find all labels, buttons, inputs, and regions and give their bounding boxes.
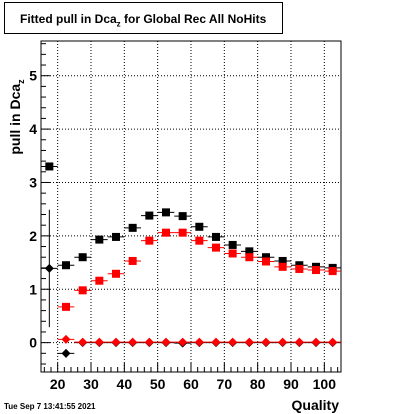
square-marker — [112, 269, 120, 278]
diamond-marker — [328, 337, 338, 347]
y-tick-label: 1 — [29, 281, 37, 297]
square-marker — [328, 267, 337, 276]
square-marker — [162, 228, 170, 237]
chart-title: Fitted pull in Dcaz for Global Rec All N… — [20, 12, 266, 28]
square-marker — [62, 261, 70, 270]
square-marker — [212, 243, 220, 252]
diamond-marker — [228, 337, 238, 347]
square-marker — [195, 222, 204, 231]
square-marker — [128, 256, 137, 265]
square-marker — [312, 266, 320, 275]
diamond-marker — [244, 337, 254, 347]
square-marker — [62, 302, 70, 311]
y-tick-label: 5 — [29, 68, 37, 84]
diamond-marker — [211, 337, 221, 347]
x-tick-label: 70 — [217, 376, 233, 392]
data-markers — [41, 162, 341, 358]
y-axis-title: pull in Dcaz — [7, 79, 26, 155]
chart-title-main: Fitted pull in Dca — [20, 12, 117, 26]
diamond-marker — [311, 337, 321, 347]
x-tick-label: 40 — [117, 376, 133, 392]
diamond-marker — [194, 337, 204, 347]
diamond-marker — [111, 337, 121, 347]
square-marker — [178, 228, 187, 237]
x-axis-title: Quality — [292, 397, 340, 413]
square-marker — [228, 249, 237, 258]
square-marker — [212, 232, 220, 241]
square-marker — [195, 236, 204, 245]
tick-labels: 20 30 40 50 60 70 80 90 100 0 1 2 3 4 5 — [29, 68, 336, 392]
square-marker — [228, 240, 237, 249]
y-axis-title-main: pull in Dca — [7, 84, 23, 155]
diamond-marker — [94, 337, 104, 347]
square-marker — [295, 264, 304, 273]
y-axis-title-subscript: z — [16, 79, 26, 84]
y-tick-label: 4 — [29, 121, 37, 137]
y-tick-label: 0 — [29, 335, 37, 351]
square-marker — [45, 162, 54, 171]
diamond-marker — [61, 348, 71, 358]
square-marker — [145, 211, 154, 220]
diamond-marker — [161, 337, 171, 347]
square-marker — [78, 253, 87, 262]
y-tick-label: 3 — [29, 174, 37, 190]
square-marker — [245, 253, 254, 262]
square-marker — [262, 253, 270, 262]
diamond-marker — [78, 337, 88, 347]
x-tick-label: 80 — [250, 376, 266, 392]
x-tick-label: 90 — [283, 376, 299, 392]
square-marker — [178, 212, 187, 221]
chart-title-box: Fitted pull in Dcaz for Global Rec All N… — [4, 2, 283, 34]
x-tick-label: 50 — [150, 376, 166, 392]
axis-ticks — [41, 43, 339, 372]
square-marker — [262, 257, 270, 266]
square-marker — [112, 232, 120, 241]
diamond-marker — [278, 337, 288, 347]
x-tick-label: 100 — [313, 376, 337, 392]
x-tick-label: 30 — [83, 376, 99, 392]
square-marker — [78, 286, 87, 295]
diamond-marker — [294, 337, 304, 347]
diamond-marker — [261, 337, 271, 347]
square-marker — [278, 262, 287, 271]
chart-title-subscript: z — [116, 19, 121, 29]
x-tick-label: 60 — [183, 376, 199, 392]
diamond-marker — [61, 334, 71, 344]
chart-title-rest: for Global Rec All NoHits — [120, 12, 267, 26]
x-tick-label: 20 — [50, 376, 66, 392]
diamond-marker — [144, 337, 154, 347]
grid-lines — [41, 41, 341, 372]
square-marker — [245, 247, 254, 256]
square-marker — [278, 256, 287, 265]
timestamp-label: Tue Sep 7 13:41:55 2021 — [4, 402, 96, 411]
square-marker — [95, 276, 104, 285]
square-marker — [95, 235, 104, 244]
diamond-marker — [178, 337, 188, 347]
y-tick-label: 2 — [29, 228, 37, 244]
diamond-marker — [128, 337, 138, 347]
square-marker — [128, 223, 137, 232]
square-marker — [162, 208, 170, 217]
diamond-marker — [44, 263, 54, 273]
square-marker — [145, 236, 154, 245]
